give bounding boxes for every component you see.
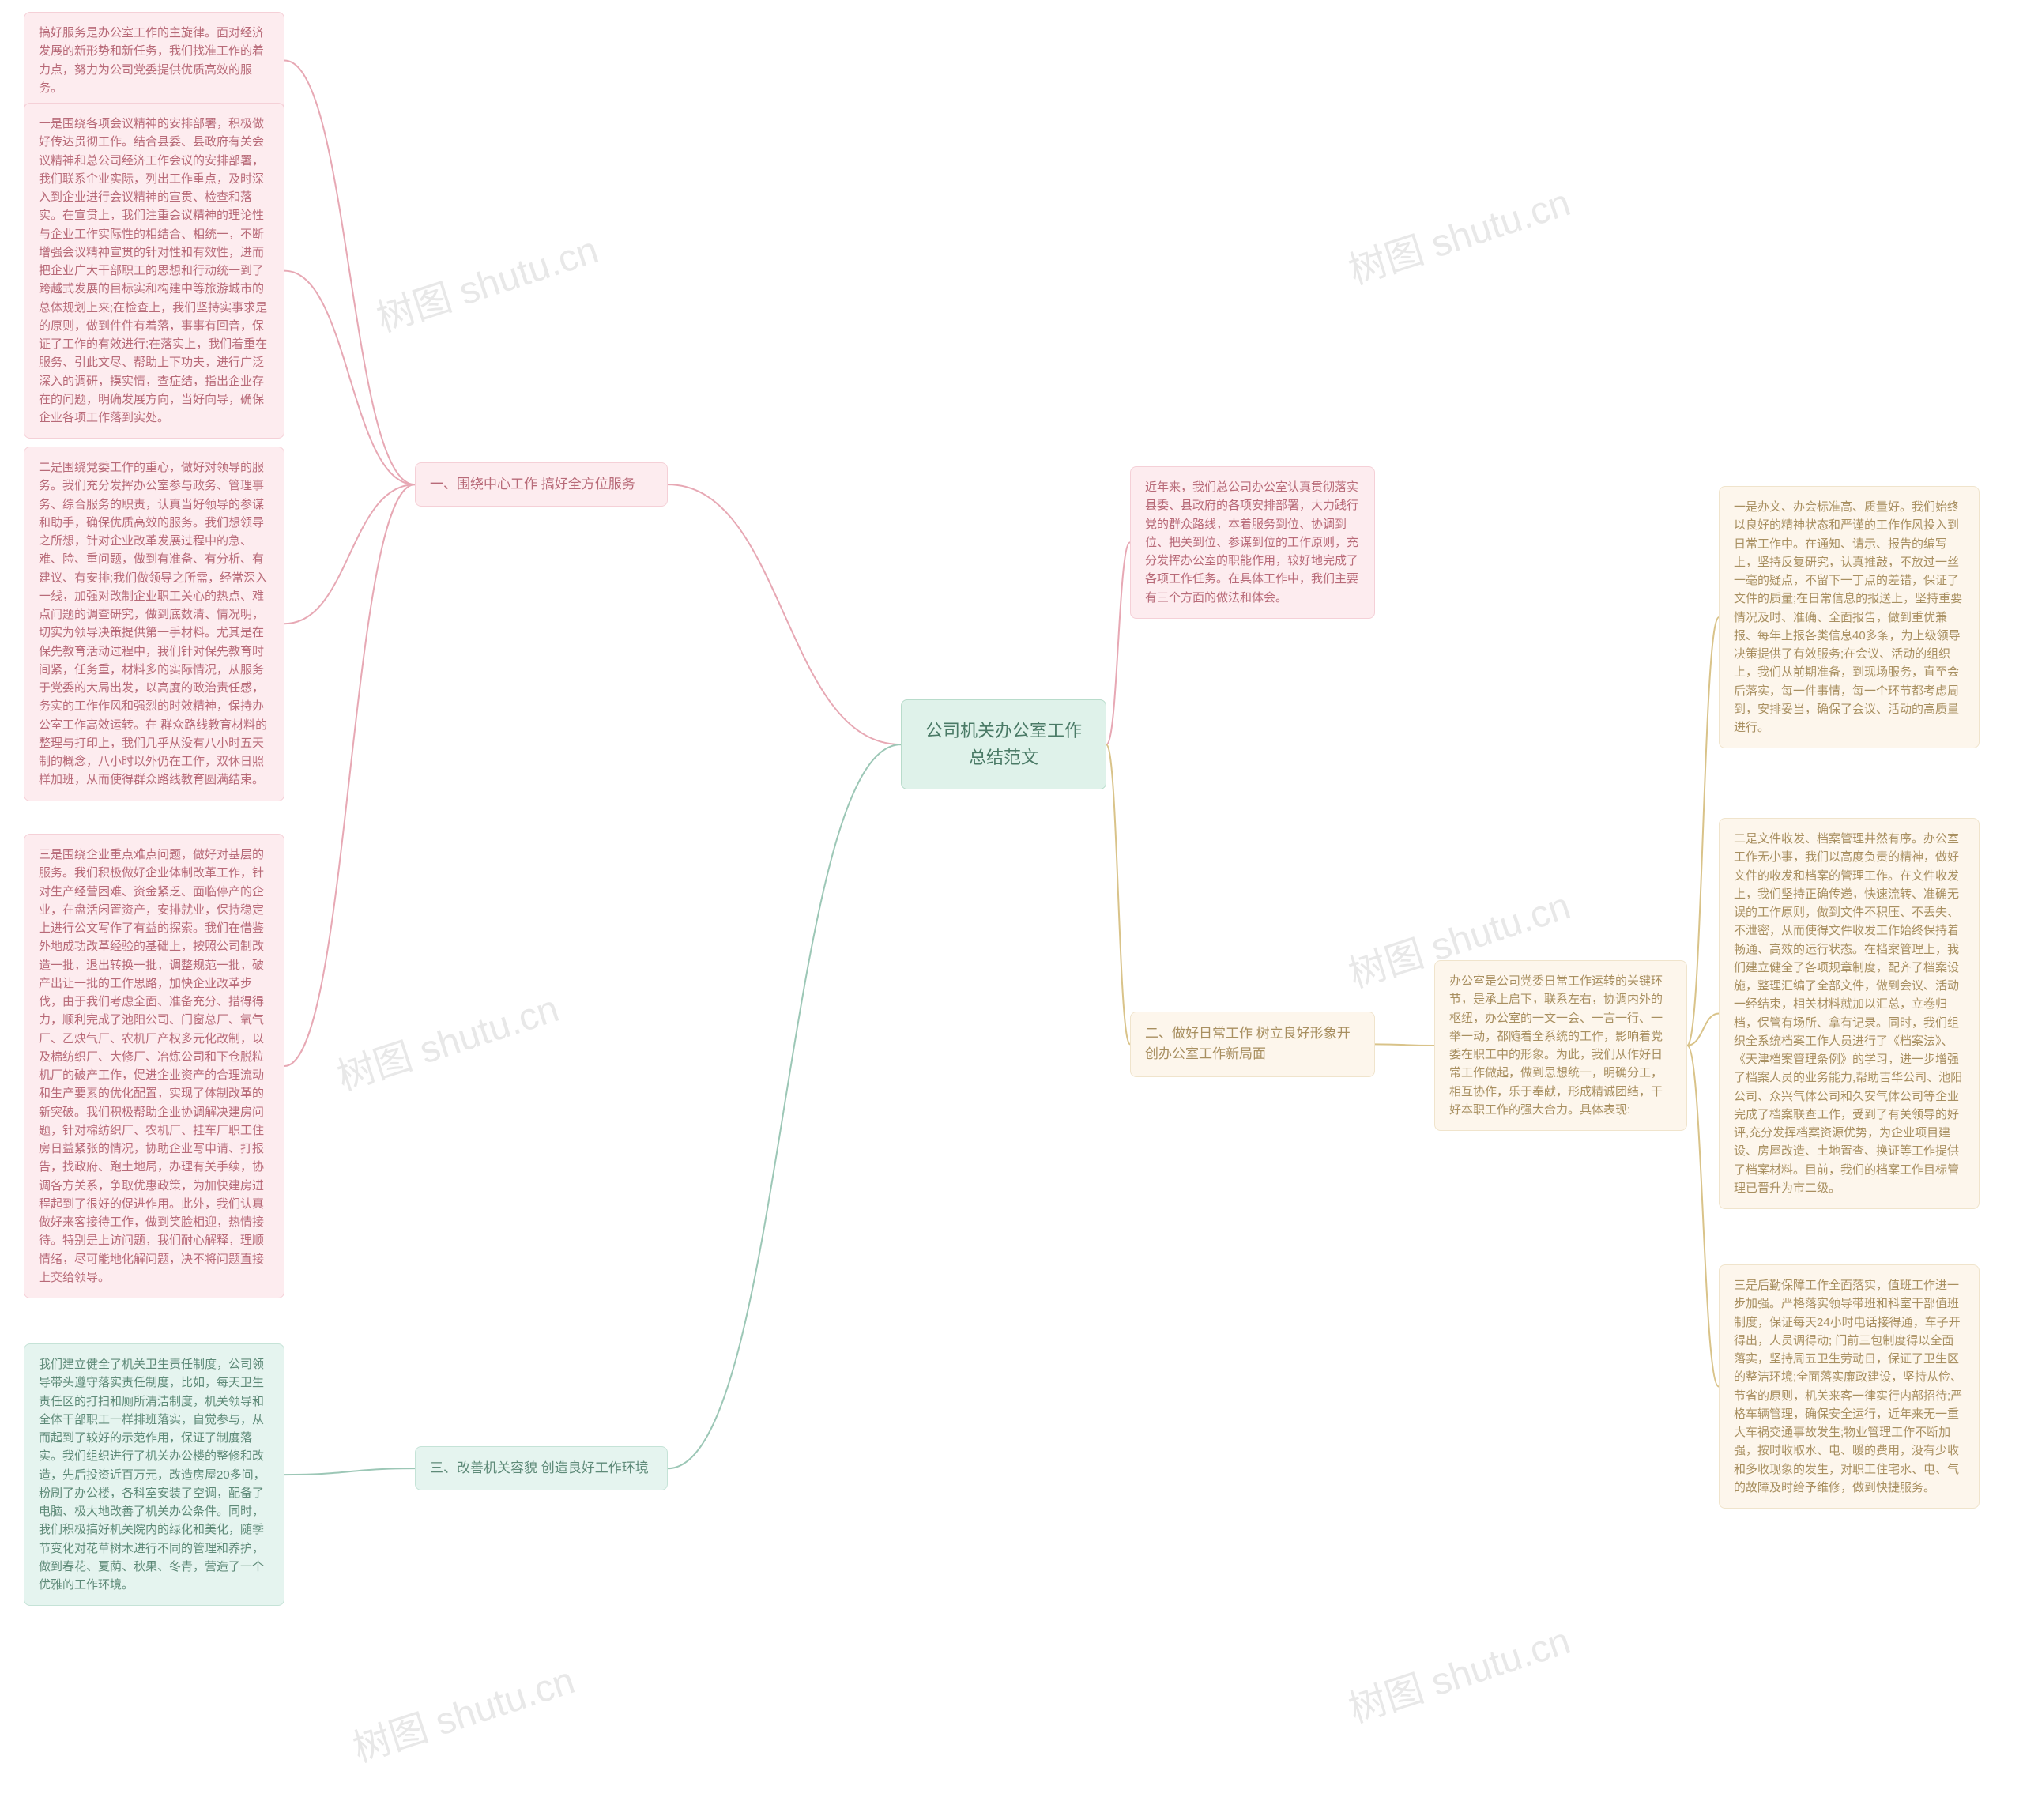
branch-child: 一是办文、办会标准高、质量好。我们始终以良好的精神状态和严谨的工作作风投入到日常… (1719, 486, 1980, 748)
watermark: 树图 shutu.cn (329, 978, 564, 1101)
branch-intro: 办公室是公司党委日常工作运转的关键环节，是承上启下，联系左右，协调内外的枢纽，办… (1434, 960, 1687, 1131)
branch-child: 三是围绕企业重点难点问题，做好对基层的服务。我们积极做好企业体制改革工作，针对生… (24, 834, 284, 1298)
watermark: 树图 shutu.cn (345, 1649, 580, 1773)
branch-heading: 三、改善机关容貌 创造良好工作环境 (415, 1446, 668, 1490)
watermark: 树图 shutu.cn (1340, 171, 1576, 295)
branch-child: 一是围绕各项会议精神的安排部署，积极做好传达贯彻工作。结合县委、县政府有关会议精… (24, 103, 284, 439)
branch-child: 三是后勤保障工作全面落实，值班工作进一步加强。严格落实领导带班和科室干部值班制度… (1719, 1264, 1980, 1509)
branch-heading: 一、围绕中心工作 搞好全方位服务 (415, 462, 668, 507)
branch-child: 我们建立健全了机关卫生责任制度，公司领导带头遵守落实责任制度，比如，每天卫生责任… (24, 1343, 284, 1606)
watermark: 树图 shutu.cn (1340, 1610, 1576, 1733)
branch-child: 二是围绕党委工作的重心，做好对领导的服务。我们充分发挥办公室参与政务、管理事务、… (24, 447, 284, 801)
branch-child: 搞好服务是办公室工作的主旋律。面对经济发展的新形势和新任务，我们找准工作的着力点… (24, 12, 284, 109)
branch-heading: 二、做好日常工作 树立良好形象开创办公室工作新局面 (1130, 1012, 1375, 1077)
branch-child: 二是文件收发、档案管理井然有序。办公室工作无小事，我们以高度负责的精神，做好文件… (1719, 818, 1980, 1209)
branch-intro: 近年来，我们总公司办公室认真贯彻落实县委、县政府的各项安排部署，大力践行党的群众… (1130, 466, 1375, 619)
center-node: 公司机关办公室工作总结范文 (901, 699, 1106, 789)
watermark: 树图 shutu.cn (368, 219, 604, 342)
